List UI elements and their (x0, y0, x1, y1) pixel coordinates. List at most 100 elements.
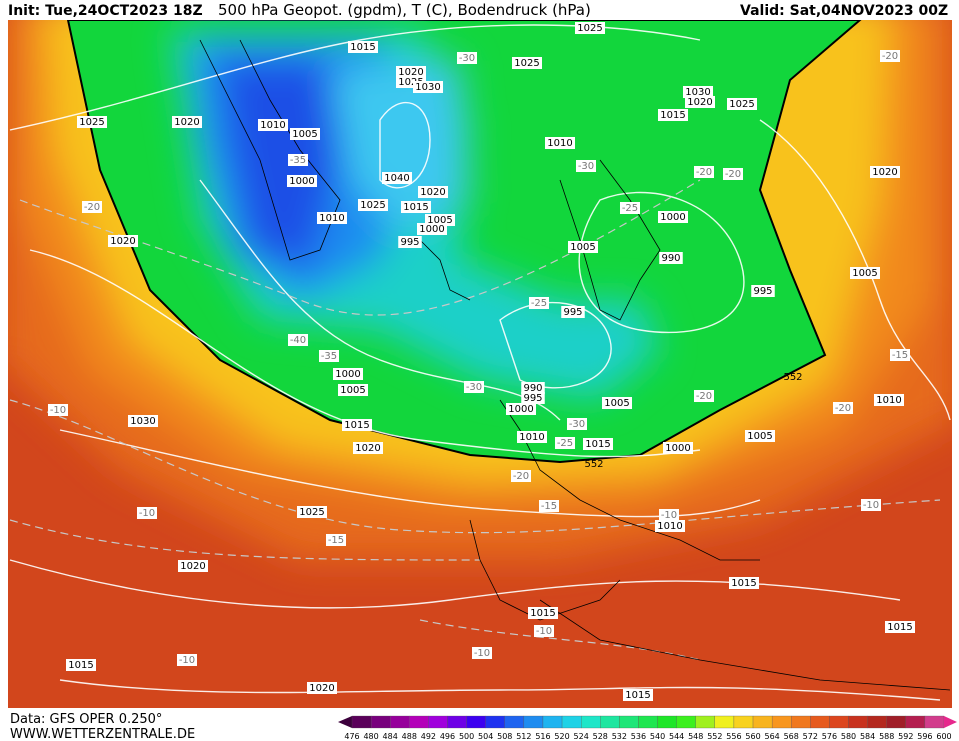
isobar-label-box (506, 403, 536, 415)
isobar-label-box (512, 57, 542, 69)
colorbar-label: 548 (688, 732, 703, 741)
init-time: Init: Tue,24OCT2023 18Z (8, 3, 203, 19)
isobar-label: 1020 (180, 561, 205, 572)
colorbar-swatch (867, 715, 887, 729)
isobar-label: 1025 (360, 200, 385, 211)
temperature-label: -30 (459, 53, 475, 64)
isobar-label-box (297, 506, 327, 518)
colorbar-swatch (695, 715, 715, 729)
colorbar-swatch (810, 715, 830, 729)
colorbar-label: 488 (402, 732, 417, 741)
isobar-label: 1020 (420, 187, 445, 198)
isobar-label: 990 (661, 253, 680, 264)
colorbar-label: 476 (344, 732, 359, 741)
isobar-label: 1015 (530, 608, 555, 619)
colorbar-swatch (905, 715, 926, 729)
temperature-label: -15 (892, 350, 908, 361)
temperature-label-box (880, 50, 900, 62)
temperature-label: -20 (882, 51, 898, 62)
colorbar-label: 512 (516, 732, 531, 741)
colorbar-arrow-left (338, 716, 352, 728)
isobar-label: 1020 (687, 97, 712, 108)
temperature-label-box (137, 507, 157, 519)
isobar-label: 1020 (309, 683, 334, 694)
temperature-label: -10 (179, 655, 195, 666)
temperature-label-box (534, 625, 554, 637)
isobar-label-box (885, 621, 915, 633)
website: WWW.WETTERZENTRALE.DE (10, 727, 195, 741)
temperature-label: -10 (536, 626, 552, 637)
colorbar-swatch (447, 715, 467, 729)
temperature-label-box (319, 350, 339, 362)
temperature-label: -35 (290, 155, 306, 166)
colorbar-label: 528 (593, 732, 608, 741)
colorbar-swatch (600, 715, 620, 729)
isobar-label-box (66, 659, 96, 671)
isobar-label-box (398, 236, 422, 248)
temperature-label-box (620, 202, 640, 214)
colorbar-swatch (581, 715, 601, 729)
temperature-label-box (177, 654, 197, 666)
isobar-label-box (517, 431, 547, 443)
temperature-label-box (326, 534, 346, 546)
isobar-label: 1005 (340, 385, 365, 396)
temperature-label: -15 (328, 535, 344, 546)
isobar-label-box (358, 199, 388, 211)
temperature-label-box (694, 166, 714, 178)
colorbar-swatch (542, 715, 563, 729)
temperature-label-box (457, 52, 477, 64)
isobar-label-box (108, 235, 138, 247)
isobar-label-box (353, 442, 383, 454)
temperature-label-box (833, 402, 853, 414)
temperature-label: -30 (466, 382, 482, 393)
isobar-label-box (870, 166, 900, 178)
colorbar-swatch (638, 715, 658, 729)
temperature-label-box (539, 500, 559, 512)
isobar-label: 995 (523, 393, 542, 404)
isobar-label-box (751, 285, 775, 297)
colorbar-label: 532 (612, 732, 627, 741)
isobar-label: 1040 (384, 173, 409, 184)
colorbar-label: 576 (822, 732, 837, 741)
colorbar-label: 480 (363, 732, 378, 741)
isobar-label: 1025 (398, 77, 423, 88)
temperature-label: -35 (321, 351, 337, 362)
temperature-label: -40 (290, 335, 306, 346)
isobar-label-box (348, 41, 378, 53)
colorbar-label: 500 (459, 732, 474, 741)
colorbar-swatch (676, 715, 696, 729)
isotherms (9, 179, 941, 661)
colorbar-swatch (733, 715, 754, 729)
isobar-label-box (658, 109, 688, 121)
isobar-label: 1005 (570, 242, 595, 253)
isobar-label: 1010 (519, 432, 544, 443)
colorbar-swatch (619, 715, 639, 729)
isobar-label: 1020 (355, 443, 380, 454)
colorbar-label: 540 (650, 732, 665, 741)
isobar-label: 1030 (685, 87, 710, 98)
colorbar-label: 520 (554, 732, 569, 741)
isobar-label: 1015 (887, 622, 912, 633)
colorbar-swatch (485, 715, 505, 729)
header-bar (0, 0, 959, 20)
isobar-label-box (128, 415, 158, 427)
temperature-label: -10 (50, 405, 66, 416)
colorbar-label: 588 (879, 732, 894, 741)
temperature-label: -20 (696, 167, 712, 178)
isobar-label: 1030 (130, 416, 155, 427)
colorbar-label: 580 (841, 732, 856, 741)
isobar-label: 995 (400, 237, 419, 248)
isobar-label-box (287, 175, 317, 187)
colorbar-label: 572 (803, 732, 818, 741)
isobar-label: 1005 (747, 431, 772, 442)
colorbar-label: 492 (421, 732, 436, 741)
isobar-label-box (307, 682, 337, 694)
colorbar-swatch (428, 715, 448, 729)
isobar-label: 1010 (547, 138, 572, 149)
isobar-label-box (685, 96, 715, 108)
isobar-label-box (850, 267, 880, 279)
isobar-label-box (333, 368, 363, 380)
isobar-label-box (258, 119, 288, 131)
temperature-label: -20 (513, 471, 529, 482)
isobar-label-box (338, 384, 368, 396)
